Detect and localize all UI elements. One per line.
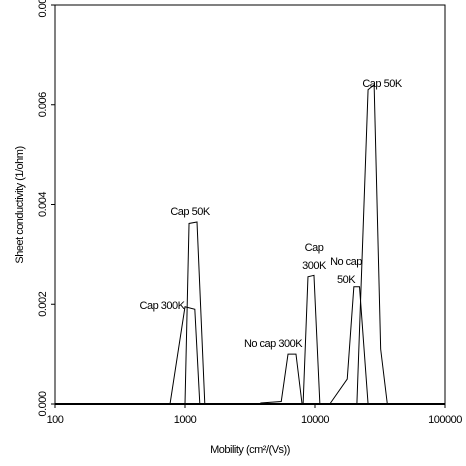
x-tick-label: 100000: [428, 414, 462, 426]
annotation: Cap 50K: [170, 206, 210, 218]
y-tick-label: 0.000: [37, 391, 49, 416]
series-line: [169, 306, 201, 405]
annotation: No cap: [330, 256, 362, 268]
x-axis-label: Mobility (cm²/(Vs)): [210, 444, 290, 456]
annotation: Cap: [305, 242, 324, 254]
y-tick-label: 0.008: [37, 0, 49, 18]
annotation: 50K: [337, 274, 356, 286]
x-tick-label: 1000: [174, 414, 197, 426]
x-tick-label: 10000: [301, 414, 329, 426]
y-axis-label: Sheet conductivity (1/ohm): [14, 146, 26, 263]
y-tick-label: 0.002: [37, 291, 49, 316]
series-line: [184, 221, 206, 405]
annotation: Cap 50K: [362, 78, 402, 90]
series-line: [329, 286, 369, 405]
x-tick-label: 100: [47, 414, 64, 426]
y-tick-label: 0.006: [37, 92, 49, 117]
y-tick-label: 0.004: [37, 192, 49, 217]
annotation: Cap 300K: [140, 300, 186, 312]
series-line: [260, 353, 303, 405]
annotation: No cap 300K: [244, 338, 303, 350]
annotation: 300K: [302, 260, 327, 272]
series-line: [302, 274, 321, 405]
series-line: [356, 83, 388, 405]
